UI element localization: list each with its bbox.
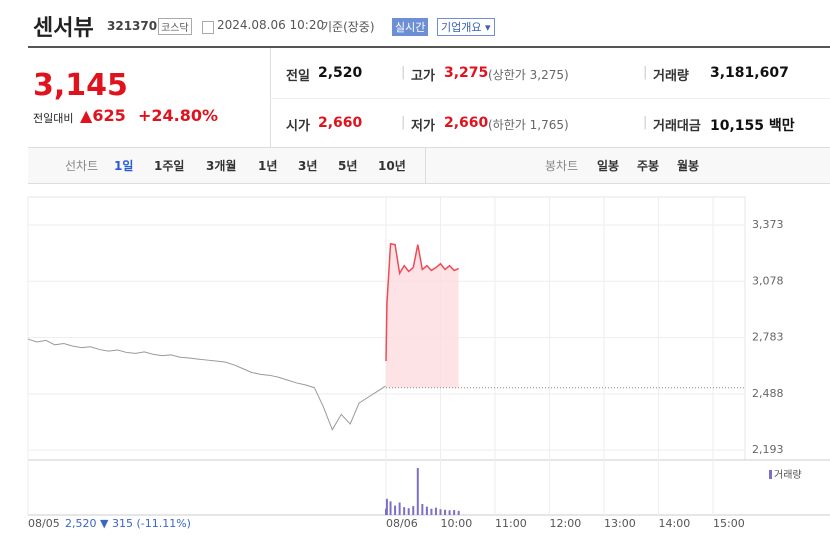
volume-bar xyxy=(385,498,388,515)
volume-bar xyxy=(407,508,410,515)
stat-label: 거래대금 xyxy=(653,119,701,134)
basis: 기준(장중) xyxy=(321,20,375,34)
volume-bar xyxy=(398,502,401,515)
down-arrow: ▼ xyxy=(100,517,109,530)
change-label: 전일대비 xyxy=(33,112,74,125)
y-tick-label: 2,193 xyxy=(752,443,784,456)
volume-bar xyxy=(403,507,406,515)
volume-bar xyxy=(389,501,392,515)
tab-label: 선차트 xyxy=(65,159,99,173)
stat-label: 시가 xyxy=(286,119,310,134)
stock-code: 321370 xyxy=(107,19,158,33)
area xyxy=(386,243,459,388)
x-tick-label: 08/06 xyxy=(386,517,418,530)
volume-bar xyxy=(430,508,433,515)
volume-bar xyxy=(434,507,437,515)
stat-note: (상한가 3,275) xyxy=(488,68,569,82)
tab-label: 봉차트 xyxy=(545,159,579,173)
volume-bar xyxy=(457,510,460,515)
period-tab[interactable]: 일봉 xyxy=(597,159,620,173)
change-rate: +24.80% xyxy=(138,106,219,125)
x-tick-label: 14:00 xyxy=(659,517,691,530)
period-tab[interactable]: 10년 xyxy=(378,159,406,173)
date: 2024.08.06 10:20 xyxy=(217,18,325,32)
stat-value: 3,275 xyxy=(444,65,489,81)
stat-value: 3,181,607 xyxy=(710,65,789,81)
stat-note: (하한가 1,765) xyxy=(488,118,569,132)
legend-label: 거래량 xyxy=(774,469,802,481)
period-tab[interactable]: 1주일 xyxy=(154,159,185,173)
y-tick-label: 2,488 xyxy=(752,387,784,400)
volume-bar xyxy=(448,510,451,515)
tab-bar xyxy=(28,147,830,184)
realtime-button[interactable]: 실시간 xyxy=(392,18,429,36)
volume-bar xyxy=(416,468,419,515)
prev-summary: 2,520 ▼ 315 (-11.11%) xyxy=(65,517,191,530)
overview-label: 기업개요 xyxy=(441,21,482,34)
x-tick-label: 13:00 xyxy=(604,517,636,530)
x-tick-label: 08/05 xyxy=(28,517,60,530)
period-tab[interactable]: 3년 xyxy=(298,159,318,173)
divider xyxy=(270,48,271,147)
prev-close: 2,520 xyxy=(65,517,97,530)
x-tick-label: 11:00 xyxy=(495,517,527,530)
period-tab[interactable]: 3개월 xyxy=(206,159,237,173)
period-tab[interactable]: 1년 xyxy=(258,159,278,173)
market-badge: 코스닥 xyxy=(158,18,192,35)
volume-bar xyxy=(394,505,397,515)
divider xyxy=(425,148,426,183)
volume-bar xyxy=(444,509,447,515)
separator: | xyxy=(643,65,648,80)
change-value: 625 xyxy=(92,106,126,125)
current-price: 3,145 xyxy=(33,68,128,103)
prev-day-line xyxy=(27,338,387,431)
stat-label: 거래량 xyxy=(653,69,689,84)
stat-label: 전일 xyxy=(286,69,310,84)
volume-bar xyxy=(425,506,428,515)
separator: | xyxy=(401,115,406,130)
volume-bar xyxy=(439,509,442,515)
y-tick-label: 3,078 xyxy=(752,274,784,287)
overview-button[interactable]: 기업개요 ▾ xyxy=(437,18,495,36)
calendar-icon xyxy=(202,21,214,34)
volume-bar xyxy=(412,506,415,515)
divider xyxy=(270,98,830,99)
stock-name: 센서뷰 xyxy=(33,16,94,41)
separator: | xyxy=(643,115,648,130)
volume-bar xyxy=(453,510,456,515)
period-tab[interactable]: 주봉 xyxy=(637,159,660,173)
stat-label: 저가 xyxy=(411,119,435,134)
period-tab[interactable]: 5년 xyxy=(338,159,358,173)
x-tick-label: 12:00 xyxy=(550,517,582,530)
volume-bar xyxy=(421,504,424,515)
period-tab[interactable]: 월봉 xyxy=(677,159,700,173)
stat-value: 10,155 백만 xyxy=(710,118,795,134)
legend-swatch xyxy=(769,470,772,479)
stat-label: 고가 xyxy=(411,69,435,84)
period-tab[interactable]: 1일 xyxy=(114,159,134,173)
x-tick-label: 10:00 xyxy=(441,517,473,530)
stat-value: 2,520 xyxy=(318,65,363,81)
change: ▲625 xyxy=(80,106,126,125)
x-tick-label: 15:00 xyxy=(713,517,745,530)
stat-value: 2,660 xyxy=(444,115,489,131)
separator: | xyxy=(401,65,406,80)
stat-value: 2,660 xyxy=(318,115,363,131)
up-arrow: ▲ xyxy=(80,106,93,125)
price-line xyxy=(385,242,459,362)
y-tick-label: 3,373 xyxy=(752,218,784,231)
prev-change: 315 (-11.11%) xyxy=(112,517,191,530)
y-tick-label: 2,783 xyxy=(752,331,784,344)
header-rule xyxy=(28,46,830,48)
